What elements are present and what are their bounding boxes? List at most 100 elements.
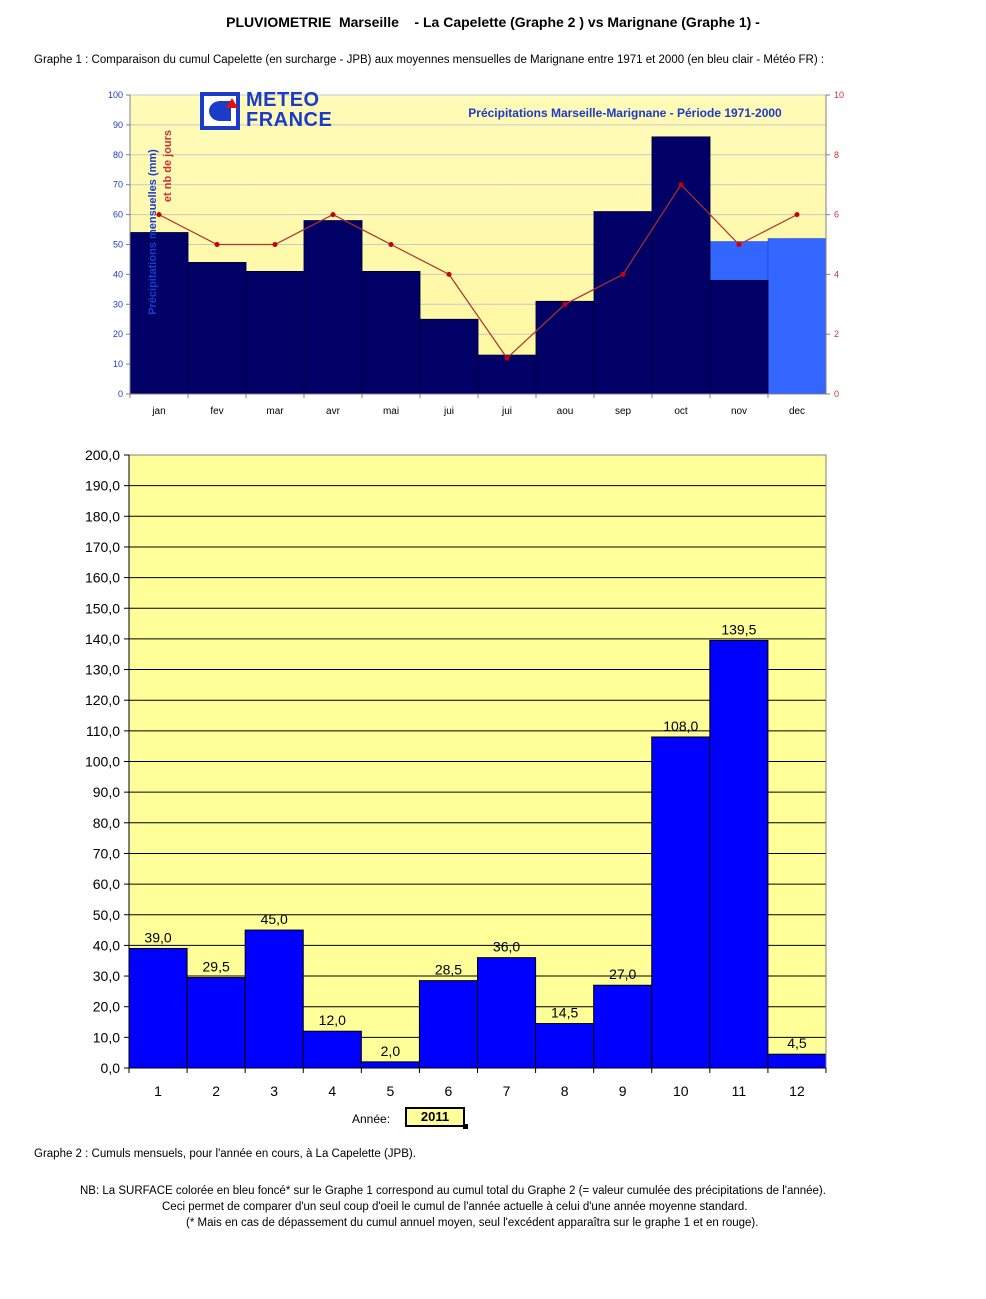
graphe1-bar-cumul: [303, 220, 363, 395]
graphe2-xtick-label: 2: [212, 1083, 220, 1099]
graphe2-bar: [186, 977, 246, 1069]
graphe1-y2tick-label: 2: [834, 329, 839, 339]
graphe2-ytick-label: 20,0: [93, 999, 120, 1015]
graphe1-bar-cumul: [419, 318, 479, 395]
graphe1-days-point: [156, 212, 162, 218]
graphe2-bar: [418, 980, 478, 1069]
graphe1-bar-cumul: [477, 354, 537, 395]
graphe1-bar-cumul: [651, 136, 711, 395]
graphe2-ytick-label: 170,0: [85, 539, 120, 555]
logo-line1: METEO: [246, 89, 320, 111]
graphe1-ytick-label: 20: [113, 329, 123, 339]
meteo-france-logo: METEO FRANCE: [200, 90, 350, 132]
graphe1-y2tick-label: 10: [834, 90, 844, 100]
graphe1-days-point: [562, 301, 568, 307]
graphe1-days-point: [736, 242, 742, 247]
graphe1-bar-cumul: [593, 211, 653, 395]
graphe1-ylabel: Précipitations mensuelles (mm): [147, 149, 159, 315]
graphe1-bar-cumul: [187, 262, 247, 395]
graphe1-days-point: [446, 271, 452, 277]
graphe2-data-label: 39,0: [144, 929, 171, 945]
graphe2-bar: [477, 957, 537, 1069]
graphe2-bar: [128, 947, 188, 1069]
graphe2-ytick-label: 10,0: [93, 1029, 120, 1045]
graphe1-xtick-label: aou: [557, 406, 574, 417]
graphe1-title: Précipitations Marseille-Marignane - Pér…: [468, 106, 782, 120]
graphe2-xtick-label: 8: [561, 1083, 569, 1099]
graphe2-ytick-label: 120,0: [85, 692, 120, 708]
nb-line-1: NB: La SURFACE colorée en bleu foncé* su…: [80, 1185, 826, 1197]
graphe2-bar: [767, 1053, 827, 1069]
year-input[interactable]: 2011: [405, 1107, 465, 1127]
graphe2-xtick-label: 1: [154, 1083, 162, 1099]
graphe1-ytick-label: 50: [113, 240, 123, 250]
graphe2-ytick-label: 140,0: [85, 631, 120, 647]
graphe2-bar: [302, 1030, 362, 1069]
page-title: PLUVIOMETRIE Marseille - La Capelette (G…: [226, 14, 760, 30]
graphe1-days-point: [214, 242, 220, 247]
graphe1-bar-cumul: [361, 271, 421, 395]
graphe2-ytick-label: 40,0: [93, 937, 120, 953]
graphe2-data-label: 4,5: [787, 1035, 807, 1051]
graphe1-bar-cumul: [709, 279, 769, 395]
graphe2-xtick-label: 7: [503, 1083, 511, 1099]
graphe2-bar: [360, 1061, 420, 1069]
graphe1-ytick-label: 80: [113, 150, 123, 160]
graphe1-days-point: [330, 212, 336, 218]
meteo-france-logo-icon: [200, 92, 240, 130]
nb-line-2: Ceci permet de comparer d'un seul coup d…: [162, 1201, 748, 1213]
graphe2-data-label: 29,5: [203, 959, 230, 975]
graphe1-bar-normal: [767, 238, 827, 395]
graphe2-xtick-label: 5: [386, 1083, 394, 1099]
graphe1-days-line: [158, 183, 798, 360]
graphe1-days-point: [388, 242, 394, 247]
graphe1-ytick-label: 40: [113, 269, 123, 279]
graphe2-xtick-label: 6: [445, 1083, 453, 1099]
graphe1-xtick-label: jui: [501, 406, 512, 417]
graphe2-data-label: 2,0: [381, 1043, 401, 1059]
graphe2-xtick-label: 12: [789, 1083, 805, 1099]
graphe1-days-point: [794, 212, 800, 218]
graphe2-bar: [709, 639, 769, 1069]
graphe2-data-label: 36,0: [493, 939, 520, 955]
graphe1-xtick-label: sep: [615, 406, 632, 417]
graphe2-ytick-label: 200,0: [85, 447, 120, 463]
graphe2-data-label: 14,5: [551, 1005, 578, 1021]
graphe1-days-point: [678, 182, 684, 188]
graphe2-ytick-label: 90,0: [93, 784, 120, 800]
graphe1-y2tick-label: 4: [834, 269, 839, 279]
graphe2-ytick-label: 100,0: [85, 754, 120, 770]
graphe1-xtick-label: dec: [789, 406, 805, 417]
graphe2-ytick-label: 70,0: [93, 845, 120, 861]
year-input-handle[interactable]: [463, 1124, 468, 1129]
graphe1-bar-cumul: [535, 300, 595, 395]
year-label: Année:: [352, 1112, 391, 1126]
graphe2-xtick-label: 4: [328, 1083, 336, 1099]
graphe2-chart: 39,029,545,012,02,028,536,014,527,0108,0…: [85, 447, 827, 1099]
graphe2-bar: [593, 984, 653, 1069]
graphe2-ytick-label: 130,0: [85, 662, 120, 678]
graphe1-ylabel2: et nb de jours: [162, 130, 174, 202]
graphe2-ytick-label: 60,0: [93, 876, 120, 892]
graphe1-chart: 0 10 20 30 40 50 60 70 80 90 100 0 2 4 6 8 10 jan fev mar…: [108, 90, 844, 417]
graphe1-xtick-label: avr: [326, 406, 341, 417]
graphe1-days-point: [272, 242, 278, 247]
graphe1-bar-cumul: [245, 271, 305, 395]
graphe1-xtick-label: jui: [443, 406, 454, 417]
graphe2-data-label: 27,0: [609, 966, 636, 982]
graphe2-ytick-label: 160,0: [85, 570, 120, 586]
graphe2-ytick-label: 180,0: [85, 508, 120, 524]
graphe1-caption: Graphe 1 : Comparaison du cumul Capelett…: [34, 54, 825, 66]
graphe2-caption: Graphe 2 : Cumuls mensuels, pour l'année…: [34, 1148, 416, 1160]
graphe1-y2tick-label: 6: [834, 210, 839, 220]
graphe2-ytick-label: 190,0: [85, 478, 120, 494]
graphe2-xtick-label: 10: [673, 1083, 689, 1099]
nb-line-3: (* Mais en cas de dépassement du cumul a…: [186, 1217, 759, 1229]
graphe1-xtick-label: mar: [266, 406, 284, 417]
graphe1-ytick-label: 60: [113, 210, 123, 220]
graphe2-ytick-label: 30,0: [93, 968, 120, 984]
graphe2-xtick-label: 3: [270, 1083, 278, 1099]
graphe2-data-label: 45,0: [261, 911, 288, 927]
graphe1-y2tick-label: 0: [834, 389, 839, 399]
graphe2-ytick-label: 80,0: [93, 815, 120, 831]
